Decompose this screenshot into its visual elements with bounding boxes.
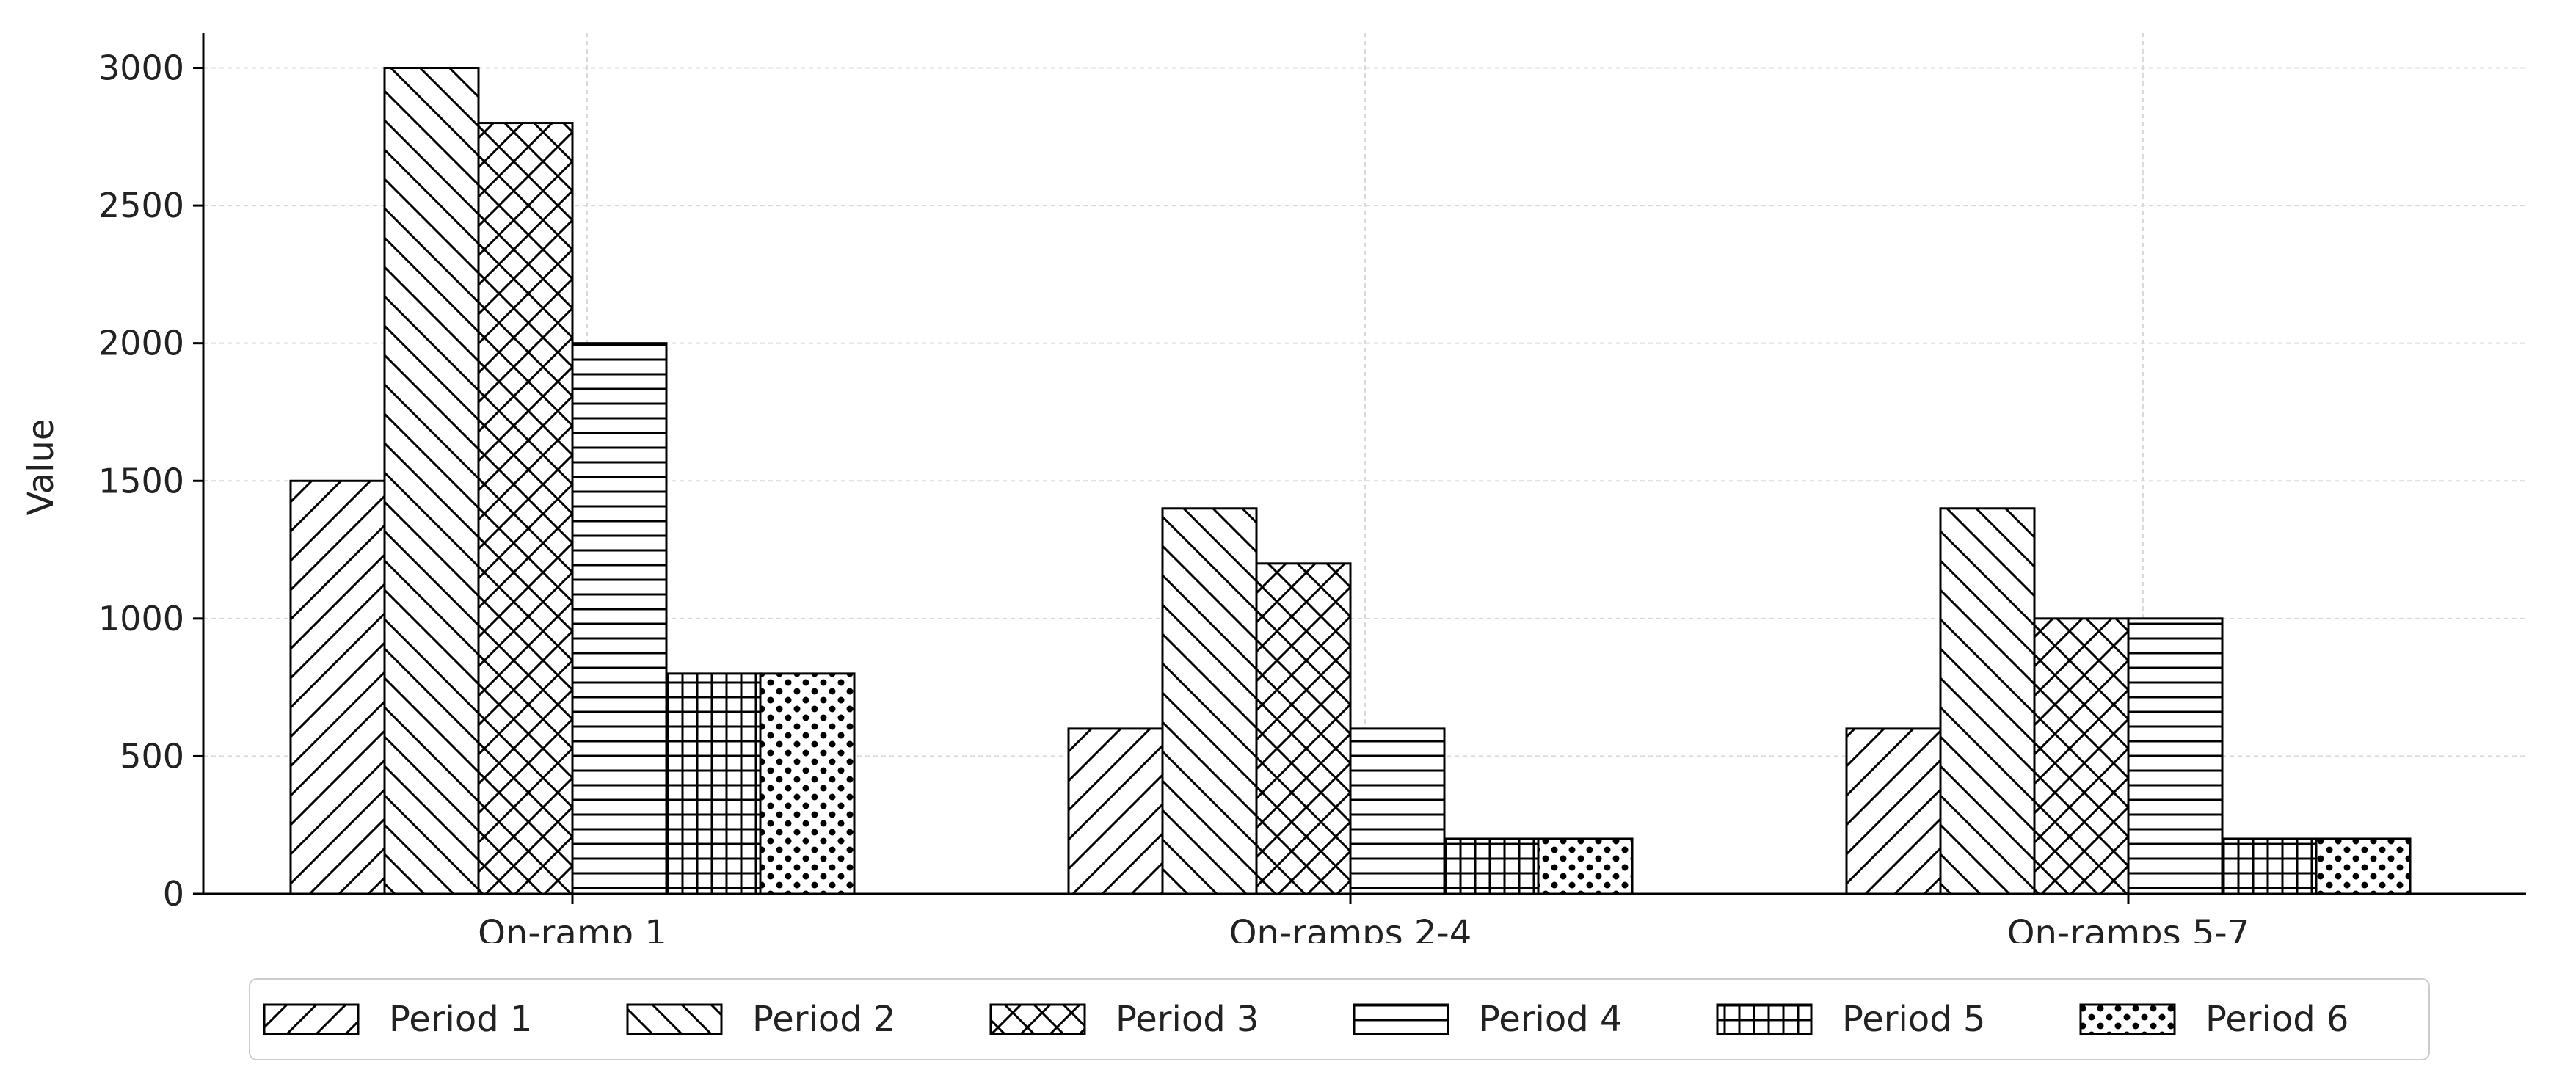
legend-label: Period 4 [1479, 999, 1622, 1040]
bar [2315, 837, 2412, 895]
legend-label: Period 2 [752, 999, 895, 1040]
bar [1537, 837, 1634, 895]
legend-swatch [626, 1003, 723, 1035]
bar [1067, 727, 1164, 895]
bar [1349, 727, 1446, 895]
legend-label: Period 1 [389, 999, 532, 1040]
bar [665, 672, 762, 895]
legend-swatch [1353, 1003, 1449, 1035]
bar [1845, 727, 1942, 895]
legend-box [249, 978, 2430, 1060]
bar [759, 672, 856, 895]
legend-label: Period 6 [2205, 999, 2348, 1040]
y-tick-label: 500 [120, 736, 184, 776]
legend-swatch [2079, 1003, 2176, 1035]
y-tick-label: 2500 [98, 186, 184, 225]
bar [289, 479, 386, 895]
bar [2127, 617, 2224, 895]
bar [2033, 617, 2130, 895]
legend-swatch [989, 1003, 1086, 1035]
bar [571, 342, 668, 895]
legend-swatch [263, 1003, 360, 1035]
y-tick-label: 3000 [98, 48, 184, 88]
bar [1161, 507, 1258, 895]
y-tick-label: 0 [163, 874, 184, 914]
bar [1255, 562, 1352, 895]
y-tick-label: 1500 [98, 461, 184, 500]
y-axis-label: Value [21, 419, 62, 516]
y-tick-label: 1000 [98, 599, 184, 638]
x-tick-label: On-ramps 5-7 [2007, 913, 2250, 954]
axis-labels: 0 500 1000 1500 2000 2500 3000 On-ramp 1 On-ramp… [21, 48, 2250, 954]
x-tick-label: On-ramp 1 [478, 913, 667, 954]
bar [383, 67, 480, 895]
legend: Period 1 Period 2 Period 3 Period 4 Period 5… [249, 978, 2430, 1060]
y-tick-label: 2000 [98, 324, 184, 363]
axes [193, 33, 2526, 904]
x-tick-label: On-ramps 2-4 [1229, 913, 1472, 954]
bar [477, 122, 574, 895]
bar [2221, 837, 2318, 895]
legend-label: Period 3 [1116, 999, 1259, 1040]
legend-swatch [1716, 1003, 1813, 1035]
legend-label: Period 5 [1842, 999, 1985, 1040]
bar [1939, 507, 2036, 895]
bar [1443, 837, 1540, 895]
